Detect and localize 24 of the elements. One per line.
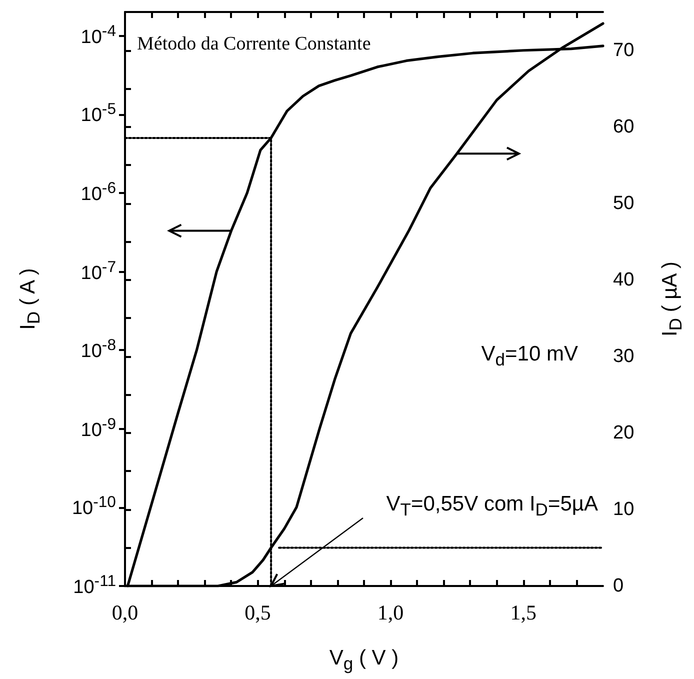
annotation: V$_{d}$=10 mV — [481, 342, 578, 370]
y2-tick-label: 0 — [613, 576, 624, 596]
y-tick-label: 10$^{-6}$ — [80, 180, 116, 206]
y2-tick-label: 10 — [613, 498, 634, 520]
y2-tick-label: 40 — [613, 269, 634, 290]
y-tick-label: 10$^{-4}$ — [80, 22, 116, 49]
x-axis-title: V$_{g}$ ( V ) — [329, 646, 399, 674]
x-tick-label: 1,5 — [510, 600, 536, 624]
y-tick-label: 10$^{-8}$ — [80, 337, 116, 364]
y2-tick-label: 50 — [613, 192, 634, 214]
y2-tick-label: 20 — [613, 422, 634, 444]
x-tick-label: 0,5 — [244, 600, 271, 624]
y2-tick-label: 70 — [613, 40, 634, 61]
x-tick-label: 1,0 — [377, 600, 404, 624]
y-tick-label: 10$^{-10}$ — [72, 494, 116, 520]
y-tick-label: 10$^{-9}$ — [80, 416, 116, 442]
y2-tick-label: 60 — [613, 116, 634, 138]
annotation: V$_{T}$=0,55V com I$_{D}$=5µA — [386, 492, 598, 520]
annotation: Método da Corrente Constante — [137, 34, 371, 56]
x-tick-label: 0,0 — [112, 600, 138, 624]
y-tick-label: 10$^{-7}$ — [80, 258, 116, 285]
y-tick-label: 10$^{-11}$ — [73, 572, 116, 600]
y2-tick-label: 30 — [613, 346, 634, 367]
y-tick-label: 10$^{-5}$ — [80, 101, 116, 128]
